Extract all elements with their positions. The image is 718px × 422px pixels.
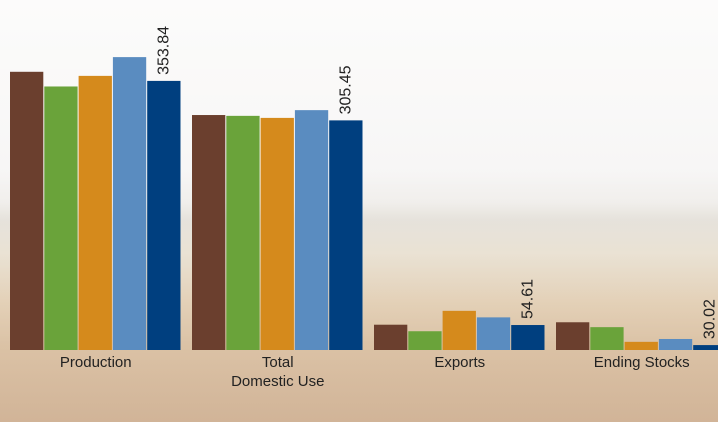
category-label: Ending Stocks xyxy=(593,354,690,371)
bar xyxy=(10,71,44,351)
bar xyxy=(112,57,147,350)
value-label: 30.02 xyxy=(702,299,718,339)
bar xyxy=(192,115,226,350)
bar xyxy=(78,75,112,351)
bar xyxy=(556,322,590,350)
bar xyxy=(511,325,545,350)
bar xyxy=(476,317,511,350)
bar xyxy=(329,120,363,350)
category-label: Production xyxy=(59,354,132,371)
value-label: 353.84 xyxy=(156,26,173,75)
bar xyxy=(624,341,658,350)
bar xyxy=(44,86,78,350)
category-label: Exports xyxy=(434,354,486,371)
bar xyxy=(294,110,329,350)
category-label: Total Domestic Use xyxy=(231,354,325,390)
bar xyxy=(408,331,442,350)
bar xyxy=(147,80,181,350)
bar xyxy=(693,345,718,350)
value-label: 54.61 xyxy=(520,279,537,319)
bar xyxy=(442,310,476,350)
bar xyxy=(226,115,260,350)
value-label: 305.45 xyxy=(338,65,355,114)
bar xyxy=(590,327,624,350)
bar xyxy=(374,324,408,350)
bar xyxy=(260,117,294,350)
bar xyxy=(658,338,693,350)
